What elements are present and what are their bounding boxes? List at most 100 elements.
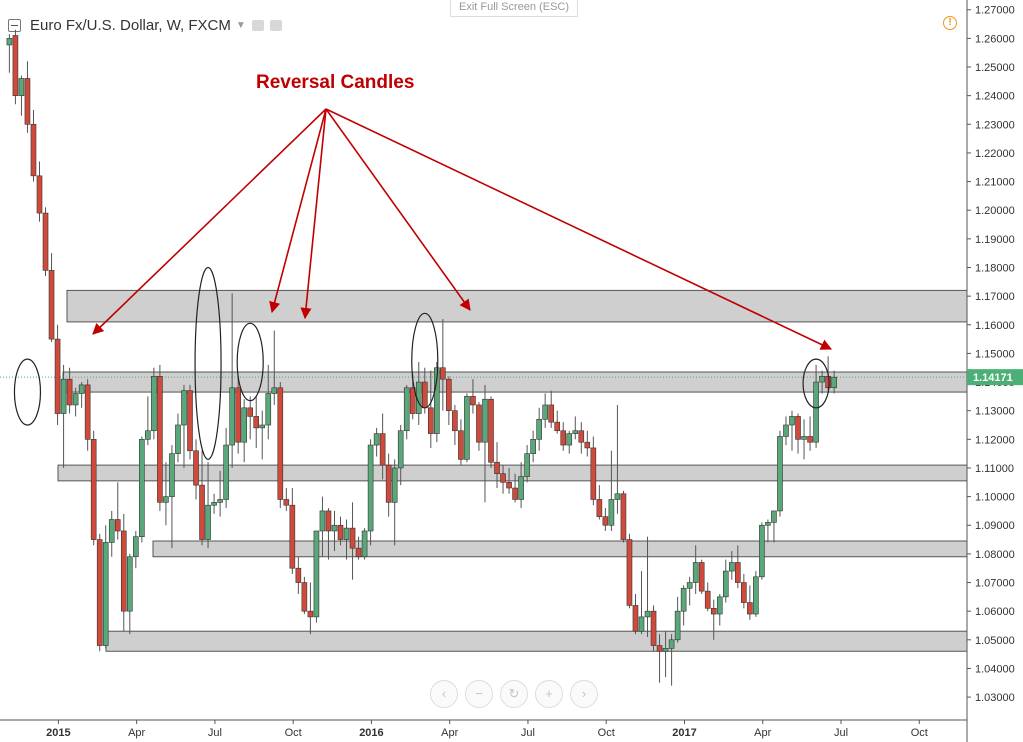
- gear-icon[interactable]: [251, 19, 264, 31]
- time-tick-label: Apr: [128, 727, 145, 739]
- candle-body: [765, 522, 771, 526]
- candle-body: [151, 376, 157, 432]
- candle-body: [253, 416, 260, 429]
- settings-icon[interactable]: [269, 19, 282, 31]
- candle-body: [90, 439, 97, 540]
- candle-body: [307, 610, 314, 618]
- candle-body: [84, 384, 91, 440]
- candle-body: [674, 610, 681, 641]
- candle-body: [638, 616, 645, 632]
- minus-icon[interactable]: −: [465, 680, 493, 708]
- time-tick-label: Jul: [521, 727, 535, 739]
- candle-body: [193, 450, 199, 486]
- candle-body: [157, 376, 163, 503]
- time-tick-label: 2015: [46, 727, 70, 739]
- candle-body: [476, 404, 482, 443]
- candle-body: [96, 539, 103, 646]
- candle-body: [572, 430, 579, 434]
- chevron-right-icon[interactable]: ›: [570, 680, 598, 708]
- candle-body: [710, 608, 717, 615]
- price-tick-label: 1.19000: [975, 234, 1015, 246]
- candle-body: [470, 396, 476, 406]
- time-tick-label: Jul: [834, 727, 848, 739]
- candle-body: [102, 542, 109, 646]
- candle-body: [446, 378, 452, 411]
- candle-body: [704, 590, 711, 609]
- time-tick-label: Oct: [285, 727, 302, 739]
- symbol-bar: Euro Fx/U.S. Dollar, W, FXCM ▼: [8, 14, 282, 36]
- candle-body: [524, 453, 530, 477]
- symbol-title[interactable]: Euro Fx/U.S. Dollar, W, FXCM: [30, 16, 231, 34]
- candle-body: [735, 562, 741, 583]
- candle-body: [187, 390, 193, 452]
- candle-body: [771, 510, 777, 523]
- candle-body: [741, 582, 747, 603]
- candle-body: [391, 467, 398, 503]
- candle-body: [434, 367, 440, 434]
- candle-body: [716, 596, 723, 615]
- price-tick-label: 1.12000: [975, 434, 1015, 446]
- candle-body: [560, 430, 567, 446]
- candle-body: [24, 78, 31, 125]
- price-tick-label: 1.15000: [975, 348, 1015, 360]
- candle-body: [494, 461, 500, 474]
- candle-body: [42, 212, 49, 271]
- candle-body: [440, 367, 446, 380]
- reversal-arrow: [325, 108, 471, 311]
- candle-body: [554, 421, 561, 432]
- price-tick-label: 1.03000: [975, 692, 1015, 704]
- candle-body: [78, 384, 85, 394]
- price-tick-label: 1.25000: [975, 62, 1015, 74]
- sr-zone: [152, 540, 968, 558]
- alert-icon[interactable]: !: [943, 16, 957, 30]
- candle-body: [620, 493, 627, 540]
- current-price-label: 1.14171: [973, 372, 1013, 384]
- reversal-arrow: [300, 108, 327, 320]
- candle-body: [644, 610, 651, 618]
- candle-body: [668, 639, 675, 649]
- time-tick-label: Apr: [441, 727, 458, 739]
- plus-icon[interactable]: +: [535, 680, 563, 708]
- candle-body: [783, 424, 789, 437]
- candle-body: [825, 376, 831, 389]
- candle-body: [108, 519, 115, 543]
- candle-body: [72, 393, 79, 406]
- candle-body: [259, 424, 266, 429]
- price-tick-label: 1.22000: [975, 148, 1015, 160]
- reset-icon[interactable]: ↻: [500, 680, 528, 708]
- price-tick-label: 1.11000: [975, 463, 1014, 475]
- candle-body: [114, 519, 121, 532]
- candle-body: [247, 407, 253, 417]
- candle-body: [578, 430, 585, 443]
- candle-body: [650, 610, 657, 646]
- candles-group: [6, 29, 837, 686]
- price-tick-label: 1.08000: [975, 549, 1015, 561]
- time-tick-label: 2016: [359, 727, 383, 739]
- candle-body: [536, 418, 542, 440]
- candle-body: [235, 387, 241, 443]
- caret-down-icon[interactable]: ▼: [235, 19, 246, 31]
- candle-body: [813, 381, 819, 443]
- square-minus-icon[interactable]: [8, 18, 21, 32]
- reversal-circle: [802, 358, 830, 409]
- candle-body: [458, 430, 464, 460]
- candle-body: [614, 493, 621, 500]
- candle-body: [355, 547, 362, 558]
- candle-body: [30, 123, 37, 177]
- candle-body: [427, 407, 434, 434]
- candle-body: [807, 436, 813, 443]
- candle-body: [819, 376, 825, 383]
- exit-full-screen-button[interactable]: Exit Full Screen (ESC): [450, 0, 578, 17]
- candle-body: [500, 473, 506, 483]
- candle-body: [337, 524, 344, 540]
- time-tick-label: Jul: [208, 727, 222, 739]
- chevron-left-icon[interactable]: ‹: [430, 680, 458, 708]
- price-tick-label: 1.24000: [975, 91, 1015, 103]
- candle-body: [295, 567, 302, 583]
- price-tick-label: 1.23000: [975, 119, 1015, 131]
- candle-body: [319, 510, 326, 532]
- chart-navbar: ‹ − ↻ + ›: [430, 680, 598, 708]
- candle-body: [265, 393, 272, 426]
- candle-body: [373, 433, 380, 446]
